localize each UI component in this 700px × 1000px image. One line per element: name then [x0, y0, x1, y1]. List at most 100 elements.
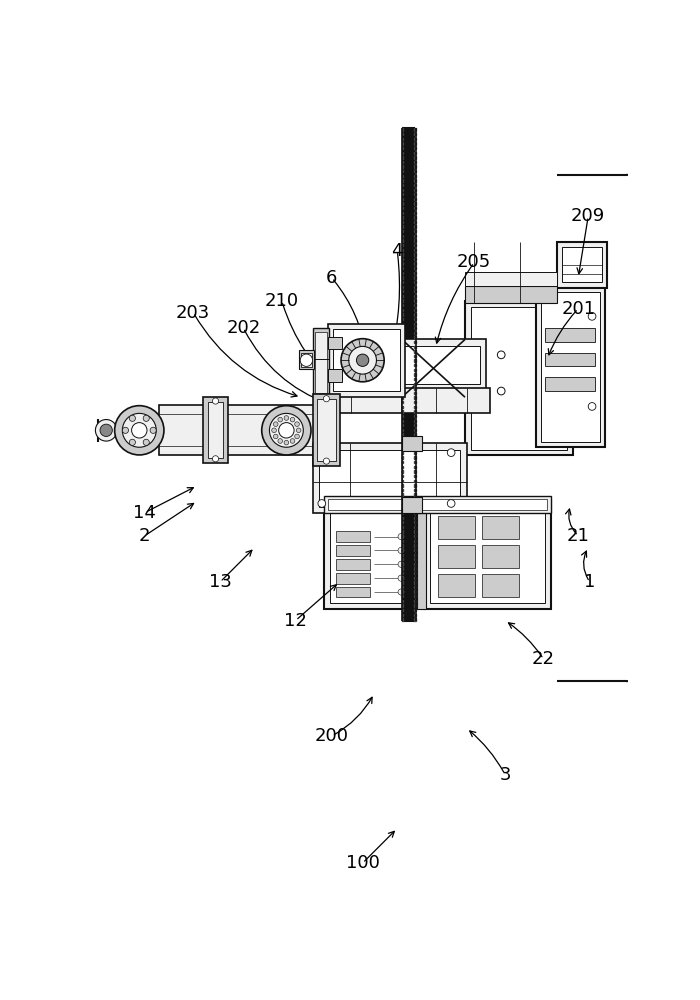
- Bar: [557, 242, 608, 288]
- Polygon shape: [402, 595, 403, 597]
- Polygon shape: [402, 493, 403, 496]
- Polygon shape: [402, 554, 403, 556]
- Polygon shape: [414, 244, 416, 246]
- Text: 100: 100: [346, 854, 379, 872]
- Bar: [336, 587, 370, 597]
- Polygon shape: [402, 614, 403, 616]
- Polygon shape: [402, 142, 403, 145]
- Circle shape: [398, 575, 404, 581]
- Circle shape: [349, 346, 377, 374]
- Polygon shape: [402, 452, 403, 454]
- Polygon shape: [414, 189, 416, 191]
- Polygon shape: [402, 369, 403, 371]
- Polygon shape: [402, 503, 403, 505]
- Bar: [438, 574, 475, 597]
- Bar: [482, 545, 519, 568]
- Polygon shape: [414, 156, 416, 158]
- Polygon shape: [414, 526, 416, 528]
- Circle shape: [213, 398, 218, 404]
- Polygon shape: [414, 147, 416, 149]
- Polygon shape: [414, 225, 416, 228]
- Polygon shape: [414, 276, 416, 279]
- Polygon shape: [402, 249, 403, 251]
- Polygon shape: [402, 480, 403, 482]
- Polygon shape: [402, 244, 403, 246]
- Polygon shape: [402, 489, 403, 491]
- Polygon shape: [402, 341, 403, 343]
- Polygon shape: [414, 480, 416, 482]
- Bar: [203, 397, 228, 463]
- Polygon shape: [414, 590, 416, 593]
- Polygon shape: [414, 443, 416, 445]
- Polygon shape: [414, 290, 416, 292]
- Polygon shape: [414, 286, 416, 288]
- Polygon shape: [402, 517, 403, 519]
- Polygon shape: [414, 198, 416, 200]
- Polygon shape: [414, 262, 416, 265]
- Polygon shape: [414, 170, 416, 172]
- Bar: [208, 402, 223, 458]
- Polygon shape: [414, 554, 416, 556]
- Polygon shape: [414, 327, 416, 329]
- Polygon shape: [414, 512, 416, 514]
- Circle shape: [300, 354, 312, 366]
- Polygon shape: [402, 276, 403, 279]
- Polygon shape: [414, 299, 416, 302]
- Circle shape: [290, 439, 295, 443]
- Bar: [536, 286, 605, 447]
- Text: 22: 22: [532, 650, 555, 668]
- Polygon shape: [402, 590, 403, 593]
- Circle shape: [95, 420, 117, 441]
- Polygon shape: [402, 189, 403, 191]
- Polygon shape: [402, 392, 403, 394]
- Polygon shape: [414, 535, 416, 537]
- Polygon shape: [414, 461, 416, 463]
- Polygon shape: [414, 341, 416, 343]
- Polygon shape: [414, 309, 416, 311]
- Circle shape: [447, 500, 455, 507]
- Circle shape: [278, 417, 283, 422]
- Polygon shape: [414, 128, 416, 131]
- Circle shape: [341, 339, 384, 382]
- Polygon shape: [414, 493, 416, 496]
- Bar: [336, 573, 370, 584]
- Text: 202: 202: [226, 319, 260, 337]
- Polygon shape: [414, 475, 416, 477]
- Text: 210: 210: [265, 292, 299, 310]
- Polygon shape: [402, 225, 403, 228]
- Polygon shape: [402, 207, 403, 209]
- Circle shape: [290, 417, 295, 422]
- Bar: [318, 450, 461, 507]
- Polygon shape: [414, 138, 416, 140]
- Polygon shape: [414, 230, 416, 232]
- Circle shape: [447, 449, 455, 456]
- Polygon shape: [414, 313, 416, 316]
- Bar: [301, 353, 312, 367]
- Circle shape: [588, 312, 596, 320]
- Polygon shape: [414, 387, 416, 389]
- Text: 203: 203: [176, 304, 210, 322]
- Polygon shape: [402, 572, 403, 574]
- Bar: [545, 353, 595, 366]
- Bar: [482, 516, 519, 539]
- Circle shape: [295, 422, 300, 426]
- Polygon shape: [414, 401, 416, 403]
- Circle shape: [398, 589, 404, 595]
- Polygon shape: [402, 447, 403, 450]
- Polygon shape: [414, 424, 416, 426]
- Polygon shape: [402, 461, 403, 463]
- Bar: [324, 496, 552, 513]
- Polygon shape: [414, 142, 416, 145]
- Polygon shape: [402, 327, 403, 329]
- Polygon shape: [402, 165, 403, 168]
- Polygon shape: [414, 295, 416, 297]
- Text: 200: 200: [315, 727, 349, 745]
- Polygon shape: [402, 424, 403, 426]
- Polygon shape: [402, 373, 403, 376]
- Polygon shape: [402, 484, 403, 487]
- Polygon shape: [414, 272, 416, 274]
- Bar: [315, 332, 327, 393]
- Polygon shape: [414, 235, 416, 237]
- Polygon shape: [402, 262, 403, 265]
- Bar: [328, 388, 490, 413]
